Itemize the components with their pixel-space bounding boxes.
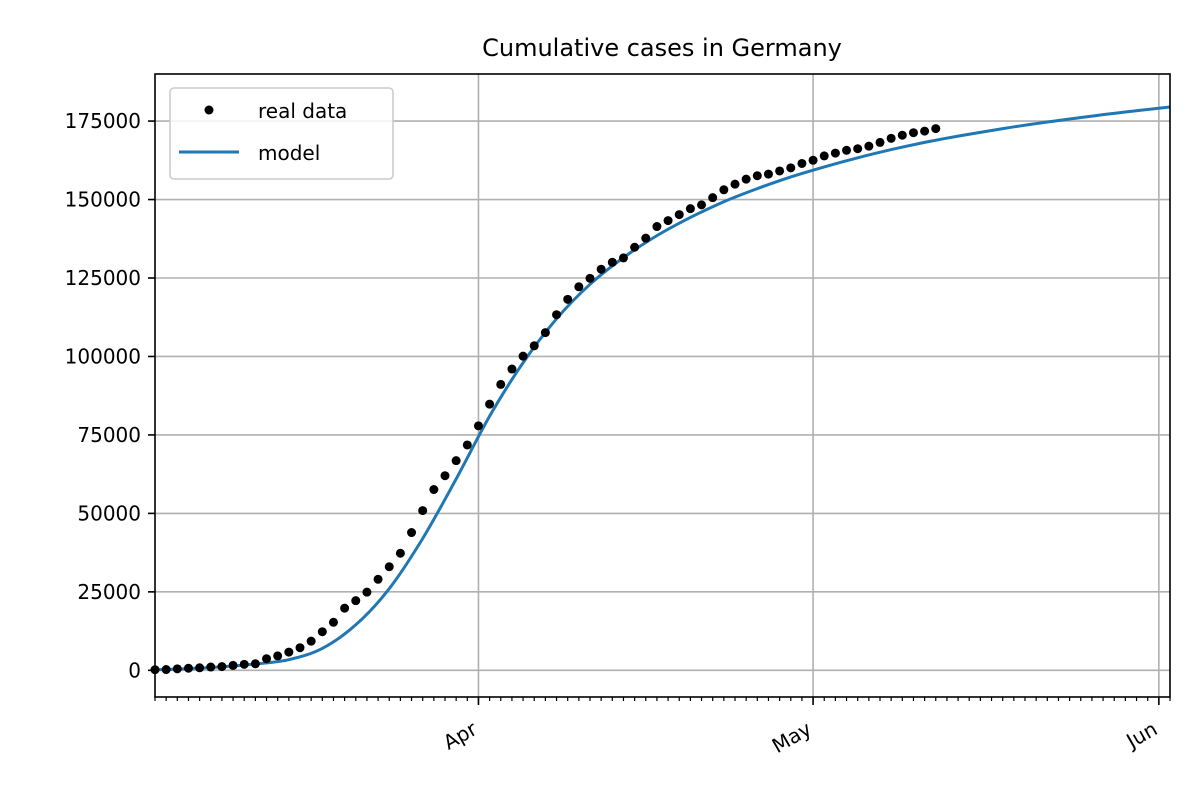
real-data-point <box>853 144 863 154</box>
real-data-point <box>384 562 394 572</box>
real-data-point <box>886 133 896 143</box>
real-data-point <box>206 662 216 672</box>
real-data-point <box>440 471 450 481</box>
y-tick-label: 25000 <box>77 580 141 604</box>
real-data-point <box>418 506 428 516</box>
x-axis: Apr May Jun <box>154 697 1171 758</box>
real-data-point <box>775 166 785 176</box>
y-tick-label: 175000 <box>65 109 141 133</box>
real-data-point <box>306 636 316 646</box>
real-data-point <box>897 130 907 140</box>
real-data-point <box>663 216 673 226</box>
real-data-point <box>931 124 941 134</box>
real-data-point <box>172 664 182 674</box>
legend-real-data-label: real data <box>258 99 347 123</box>
y-tick-label: 125000 <box>65 266 141 290</box>
real-data-point <box>362 587 372 597</box>
real-data-point <box>183 663 193 673</box>
real-data-point <box>864 141 874 151</box>
plot-frame <box>154 73 1171 698</box>
real-data-point <box>842 145 852 155</box>
x-tick-label: May <box>768 716 816 758</box>
real-data-point <box>563 294 573 304</box>
y-tick-label: 150000 <box>65 188 141 212</box>
real-data-point <box>473 421 483 431</box>
real-data-point <box>340 603 350 613</box>
real-data-point <box>429 485 439 495</box>
real-data-point <box>250 659 260 669</box>
real-data-point <box>351 596 361 606</box>
real-data-point <box>763 169 773 179</box>
real-data-point <box>529 341 539 351</box>
real-data-point <box>752 171 762 181</box>
real-data-point <box>373 574 383 584</box>
real-data-point <box>395 548 405 558</box>
real-data-point <box>618 253 628 263</box>
real-data-point <box>295 643 305 653</box>
real-data-point <box>462 440 472 450</box>
real-data-point <box>685 204 695 214</box>
real-data-point <box>697 200 707 210</box>
real-data-point <box>284 647 294 657</box>
real-data-point <box>273 651 283 661</box>
real-data-point <box>596 264 606 274</box>
real-data-series <box>150 124 941 675</box>
y-tick-label: 75000 <box>77 423 141 447</box>
x-tick-label: Apr <box>439 716 482 754</box>
real-data-point <box>652 222 662 232</box>
legend-model-label: model <box>258 141 320 165</box>
real-data-point <box>786 163 796 173</box>
y-tick-label: 50000 <box>77 501 141 525</box>
real-data-point <box>708 193 718 203</box>
real-data-point <box>641 233 651 243</box>
real-data-point <box>317 627 327 637</box>
real-data-point <box>585 273 595 283</box>
real-data-point <box>741 174 751 184</box>
real-data-point <box>496 379 506 389</box>
grid-lines <box>155 74 1170 697</box>
real-data-point <box>920 126 930 136</box>
y-axis: 0 25000 50000 75000 100000 125000 150000 175000 <box>65 109 155 682</box>
real-data-point <box>808 155 818 165</box>
y-tick-label: 0 <box>128 658 141 682</box>
real-data-point <box>819 151 829 161</box>
real-data-point <box>485 399 495 409</box>
real-data-point <box>830 148 840 158</box>
real-data-point <box>630 242 640 252</box>
y-tick-label: 100000 <box>65 344 141 368</box>
legend-box <box>169 87 394 180</box>
real-data-point <box>518 351 528 361</box>
real-data-point <box>239 659 249 669</box>
legend-real-data-marker <box>204 105 214 115</box>
real-data-point <box>451 456 461 466</box>
real-data-point <box>574 282 584 292</box>
real-data-point <box>719 185 729 195</box>
real-data-point <box>607 257 617 267</box>
legend: real data model <box>169 87 394 180</box>
real-data-point <box>730 179 740 189</box>
real-data-point <box>217 662 227 672</box>
real-data-point <box>161 665 171 675</box>
real-data-point <box>908 128 918 138</box>
real-data-point <box>262 654 272 664</box>
x-tick-label: Jun <box>1121 717 1162 754</box>
real-data-point <box>195 663 205 673</box>
real-data-point <box>797 158 807 168</box>
model-line <box>154 105 1171 672</box>
real-data-point <box>540 328 550 338</box>
chart-title: Cumulative cases in Germany <box>482 34 842 62</box>
real-data-point <box>407 528 417 538</box>
real-data-point <box>328 617 338 627</box>
model-series <box>154 105 1171 672</box>
real-data-point <box>552 310 562 320</box>
real-data-point <box>674 210 684 220</box>
real-data-point <box>507 364 517 374</box>
real-data-point <box>875 137 885 147</box>
real-data-point <box>228 660 238 670</box>
